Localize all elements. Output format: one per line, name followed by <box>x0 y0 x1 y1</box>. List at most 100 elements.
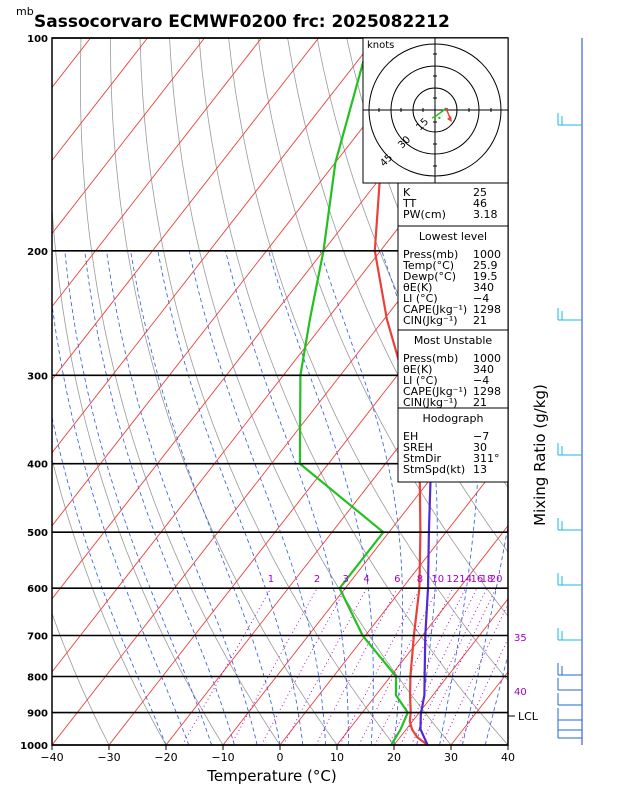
moist-adiabat <box>484 653 508 745</box>
moist-adiabat <box>84 250 235 745</box>
y-axis-ticks: 100 200 300 400 500 600 700 800 900 1000 <box>20 34 48 752</box>
dry-adiabat <box>287 38 508 553</box>
moist-adiabat <box>507 743 508 745</box>
y-tick-label: 1000 <box>20 741 48 752</box>
sounding-line <box>373 38 429 745</box>
x-tick-label: 30 <box>444 751 458 764</box>
y-tick-label: 800 <box>27 673 48 684</box>
index-label: EH <box>403 430 418 443</box>
index-label: LI (°C) <box>403 374 438 387</box>
theta-label: 40 <box>514 687 527 698</box>
indices-frame <box>397 182 509 483</box>
index-value: −4 <box>473 292 489 305</box>
index-value: 1000 <box>473 352 501 365</box>
dry-adiabat <box>493 38 508 76</box>
index-label: K <box>403 186 411 199</box>
mixing-ratio-line <box>260 587 347 745</box>
moist-adiabat <box>439 250 480 745</box>
isotherm <box>52 159 508 745</box>
hodograph-ring <box>390 65 480 155</box>
index-value: 3.18 <box>473 208 498 221</box>
y-tick-label: 400 <box>27 460 48 471</box>
mixing-ratio-label: 4 <box>363 574 369 585</box>
moist-adiabat <box>268 250 374 745</box>
mixing-ratio-line <box>315 587 398 745</box>
indices-rows: K 25 TT 46 PW(cm) 3.18 Lowest level Press(mb) 10… <box>402 186 501 476</box>
isotherm <box>336 525 508 745</box>
indices-section-title: Hodograph <box>423 412 484 425</box>
moist-adiabat <box>188 250 326 745</box>
mixing-ratio-label: 18 <box>481 574 494 585</box>
index-label: PW(cm) <box>403 208 446 221</box>
index-value: −4 <box>473 374 489 387</box>
mixing-ratio-line <box>230 587 318 745</box>
index-label: StmDir <box>403 452 442 465</box>
isotherm <box>108 232 508 745</box>
x-tick-label: −30 <box>97 751 120 764</box>
dry-adiabat <box>110 38 338 745</box>
hodograph-ring <box>412 87 458 133</box>
moist-adiabat <box>64 250 212 745</box>
index-label: CIN(Jkg⁻¹) <box>403 396 458 409</box>
index-value: 13 <box>473 463 487 476</box>
moist-adiabat <box>462 523 508 745</box>
dry-adiabat <box>139 38 395 745</box>
mixing-ratio-label: 14 <box>459 574 472 585</box>
y-tick-label: 200 <box>27 247 48 258</box>
index-value: 1298 <box>473 385 501 398</box>
pressure-unit-label: mb <box>16 5 34 18</box>
mixing-ratio-label: 10 <box>431 574 444 585</box>
isotherm <box>52 38 205 235</box>
x-tick-label: 40 <box>501 751 515 764</box>
y-tick-label: 700 <box>27 632 48 643</box>
mixing-ratio-label: 20 <box>490 574 503 585</box>
mixing-ratio-line <box>182 587 272 745</box>
mixing-ratio-line <box>374 587 454 745</box>
storm-motion-arrow <box>447 116 452 122</box>
hodograph-trace <box>445 107 451 119</box>
dry-adiabat <box>52 202 224 745</box>
index-value: 30 <box>473 441 487 454</box>
indices-panel: K 25 TT 46 PW(cm) 3.18 Lowest level Press(mb) 10… <box>397 182 509 483</box>
lcl-marker: LCL <box>508 710 539 723</box>
index-value: 1000 <box>473 248 501 261</box>
index-label: θE(K) <box>403 363 432 376</box>
x-axis-ticks: −40 −30 −20 −10 0 10 20 30 40 <box>40 745 515 764</box>
chart-title: Sassocorvaro ECMWF0200 frc: 2025082212 <box>34 12 450 32</box>
x-tick-label: −10 <box>211 751 234 764</box>
dry-adiabat <box>553 38 618 745</box>
lcl-label: LCL <box>518 710 539 723</box>
y-tick-label: 600 <box>27 584 48 595</box>
x-tick-label: −40 <box>40 751 63 764</box>
index-value: 19.5 <box>473 270 498 283</box>
isotherm <box>52 38 433 527</box>
mixing-ratio-label: 1 <box>268 574 274 585</box>
index-value: −7 <box>473 430 489 443</box>
index-value: 21 <box>473 314 487 327</box>
mixing-ratio-label: 3 <box>343 574 349 585</box>
indices-section-title: Most Unstable <box>414 334 493 347</box>
isotherm <box>52 38 376 454</box>
dry-adiabat <box>80 38 281 745</box>
hodograph-ring <box>368 43 502 177</box>
isotherm <box>279 451 508 745</box>
mixing-ratio-line <box>410 587 488 745</box>
dry-adiabat <box>257 38 508 617</box>
index-label: Temp(°C) <box>402 259 454 272</box>
moist-adiabat <box>106 250 258 745</box>
index-label: Press(mb) <box>403 352 458 365</box>
x-tick-label: 20 <box>387 751 401 764</box>
isotherm <box>52 38 148 162</box>
index-value: 25.9 <box>473 259 498 272</box>
x-axis-label: Temperature (°C) <box>206 767 336 785</box>
y-tick-label: 100 <box>27 34 48 45</box>
index-value: 46 <box>473 197 487 210</box>
isotherm <box>52 38 319 381</box>
dry-adiabat <box>52 457 167 745</box>
hodograph: knots 15 30 45 • <box>362 37 509 184</box>
mixing-ratio-line <box>283 587 367 745</box>
dry-adiabat <box>169 38 452 745</box>
index-label: CAPE(Jkg⁻¹) <box>403 303 467 316</box>
index-label: StmSpd(kt) <box>403 463 465 476</box>
